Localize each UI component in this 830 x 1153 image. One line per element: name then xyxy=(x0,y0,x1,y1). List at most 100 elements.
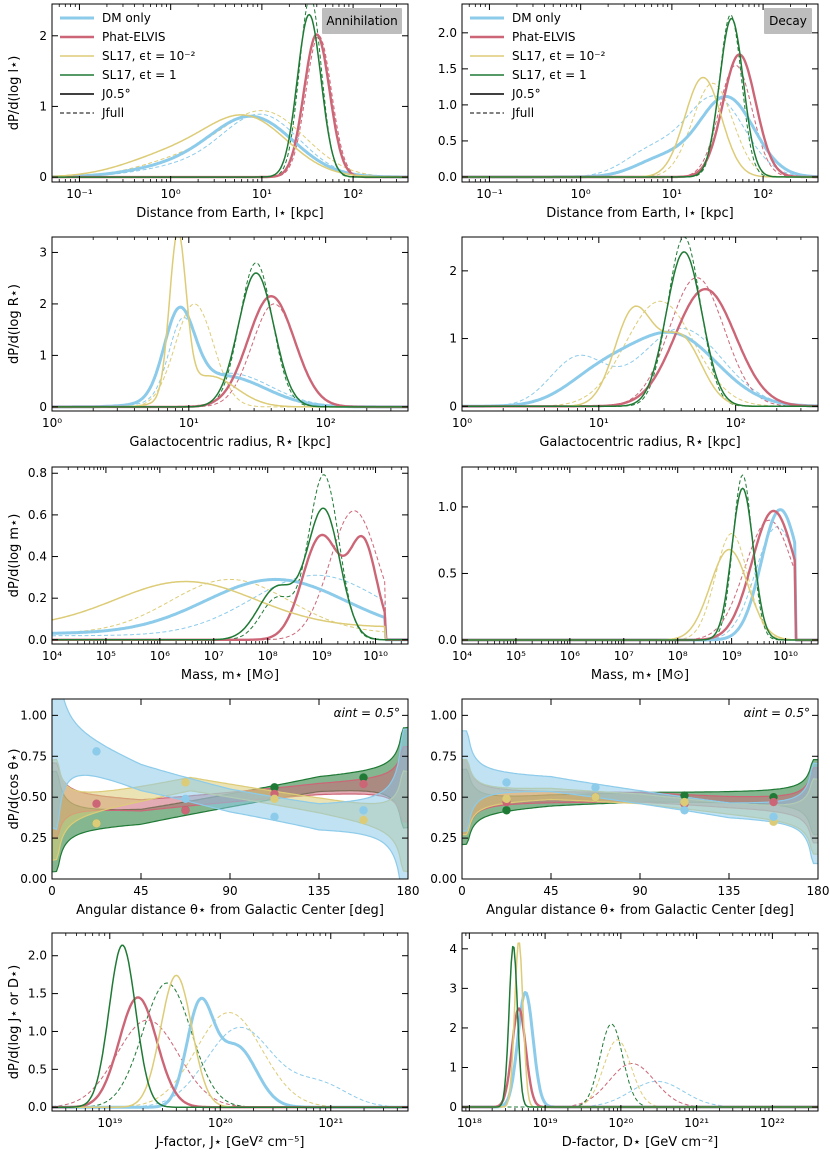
x-tick-label: 10²⁰ xyxy=(208,1116,233,1130)
x-tick-label: 10² xyxy=(726,416,746,430)
legend-label: SL17, ϵt = 10⁻² xyxy=(102,49,196,63)
plot-area xyxy=(52,237,408,409)
y-tick-label: 1 xyxy=(39,348,47,362)
legend-label: Phat-ELVIS xyxy=(512,30,576,44)
axes-frame xyxy=(461,466,819,645)
data-point xyxy=(181,778,190,787)
series-band xyxy=(462,730,818,864)
y-tick-label: 0.8 xyxy=(28,466,47,480)
y-tick-label: 0.6 xyxy=(28,508,47,522)
data-point xyxy=(680,791,689,800)
legend-label: Jfull xyxy=(101,106,124,120)
band-edge xyxy=(63,699,408,805)
x-tick-label: 10⁶ xyxy=(150,649,170,663)
data-point xyxy=(359,806,368,815)
y-tick-label: 1.5 xyxy=(438,62,457,76)
y-tick-label: 0 xyxy=(449,399,457,413)
y-tick-label: 0.5 xyxy=(438,134,457,148)
x-tick-label: 90 xyxy=(222,884,237,898)
x-tick-label: 10²¹ xyxy=(684,1116,709,1130)
panel-ann-radius: 10⁰ 10¹ 10² 0 1 2 3 Galactocentric radius, R⋆ [… xyxy=(7,236,409,450)
y-tick-label: 2.0 xyxy=(28,949,47,963)
series-line xyxy=(462,17,818,178)
axes-frame xyxy=(51,3,409,183)
panel-badge: Decay xyxy=(769,14,807,28)
y-axis-label: dP/d(cos θ⋆) xyxy=(7,749,22,830)
plot-area xyxy=(462,237,818,408)
y-tick-label: 0.0 xyxy=(28,633,47,647)
y-tick-label: 2 xyxy=(39,29,47,43)
x-tick-label: 180 xyxy=(807,884,830,898)
x-axis-label: Galactocentric radius, R⋆ [kpc] xyxy=(129,435,330,450)
legend-label: SL17, ϵt = 10⁻² xyxy=(512,49,606,63)
x-axis-label: Mass, m⋆ [M⊙] xyxy=(591,668,689,683)
data-point xyxy=(181,794,190,804)
x-tick-label: 45 xyxy=(133,884,148,898)
y-tick-label: 0.0 xyxy=(438,170,457,184)
series-line xyxy=(52,13,408,178)
x-tick-label: 10⁹ xyxy=(312,649,332,663)
series-line xyxy=(52,574,408,641)
panel-dec-angle: αint = 0.5° 0 45 90 135 180 0.00 0.25 0.50 0.75 1.… xyxy=(430,698,830,918)
x-axis-label: D-factor, D⋆ [GeV cm⁻²] xyxy=(562,1135,718,1150)
x-axis-label: Angular distance θ⋆ from Galactic Center… xyxy=(76,903,384,918)
y-tick-label: 0.0 xyxy=(28,1100,47,1114)
x-tick-label: 10⁴ xyxy=(42,649,62,663)
alpha-note: αint = 0.5° xyxy=(744,706,810,720)
x-tick-label: 10¹⁰ xyxy=(363,649,388,663)
y-tick-label: 2 xyxy=(39,297,47,311)
legend-label: DM only xyxy=(512,11,561,25)
data-point xyxy=(270,812,279,822)
series-line xyxy=(462,945,818,1108)
panel-dec-radius: 10⁰ 10¹ 10² 0 1 2 Galactocentric radius, R⋆ [k… xyxy=(449,236,819,450)
series-line xyxy=(462,991,818,1109)
y-tick-label: 1.0 xyxy=(438,98,457,112)
y-tick-label: 1.0 xyxy=(438,500,457,514)
series-line xyxy=(462,327,818,407)
series-line xyxy=(52,272,408,408)
y-axis-label: dP/d(log R⋆) xyxy=(7,284,22,364)
series-line xyxy=(52,580,408,641)
series-line xyxy=(52,1012,408,1108)
data-point xyxy=(92,747,101,756)
x-tick-label: 10⁸ xyxy=(258,649,278,663)
data-point xyxy=(502,794,511,804)
x-tick-label: 10⁵ xyxy=(96,649,116,663)
y-tick-label: 0.25 xyxy=(430,831,457,845)
x-tick-label: 10²⁰ xyxy=(608,1116,633,1130)
badge-background xyxy=(322,8,402,34)
x-axis-label: Distance from Earth, l⋆ [kpc] xyxy=(136,206,323,221)
series-line xyxy=(52,303,408,408)
plot-area xyxy=(462,942,818,1109)
band-edge xyxy=(462,790,818,865)
panel-dec-distance: 10⁻¹ 10⁰ 10¹ 10² 0.0 0.5 1.0 1.5 2.0 Distance fro… xyxy=(438,3,819,221)
x-tick-label: 10⁸ xyxy=(668,649,688,663)
series-line xyxy=(52,303,408,408)
axes-frame xyxy=(461,3,819,183)
x-tick-label: 10² xyxy=(343,187,363,201)
data-point xyxy=(359,815,368,825)
x-tick-label: 10¹⁰ xyxy=(773,649,798,663)
legend-label: SL17, ϵt = 1 xyxy=(102,68,177,82)
axes-frame xyxy=(461,932,819,1112)
plot-area xyxy=(52,4,408,179)
axes-frame xyxy=(461,236,819,412)
legend-label: J0.5° xyxy=(511,87,541,101)
y-tick-label: 1.5 xyxy=(28,987,47,1001)
plot-area xyxy=(462,730,818,865)
panel-ann-distance: 10⁻¹ 10⁰ 10¹ 10² 0 1 2 Distance from Earth, l⋆ … xyxy=(7,3,409,221)
series-line xyxy=(462,474,818,641)
x-axis-label: J-factor, J⋆ [GeV² cm⁻⁵] xyxy=(155,1135,305,1150)
data-point xyxy=(359,773,368,782)
panel-ann-mass: 10⁴ 10⁵ 10⁶ 10⁷ 10⁸ 10⁹ 10¹⁰ 0.0 0.2 0.4 0.6 0.8 Mas… xyxy=(7,466,409,683)
series-line xyxy=(52,237,408,408)
band-edge xyxy=(52,774,401,879)
y-tick-label: 0.00 xyxy=(430,872,457,886)
data-point xyxy=(359,779,368,789)
band-edge xyxy=(462,730,818,804)
y-tick-label: 0.50 xyxy=(430,790,457,804)
series-line xyxy=(52,578,408,641)
series-line xyxy=(462,64,818,178)
data-point xyxy=(92,819,101,828)
y-tick-label: 0.75 xyxy=(20,749,47,763)
